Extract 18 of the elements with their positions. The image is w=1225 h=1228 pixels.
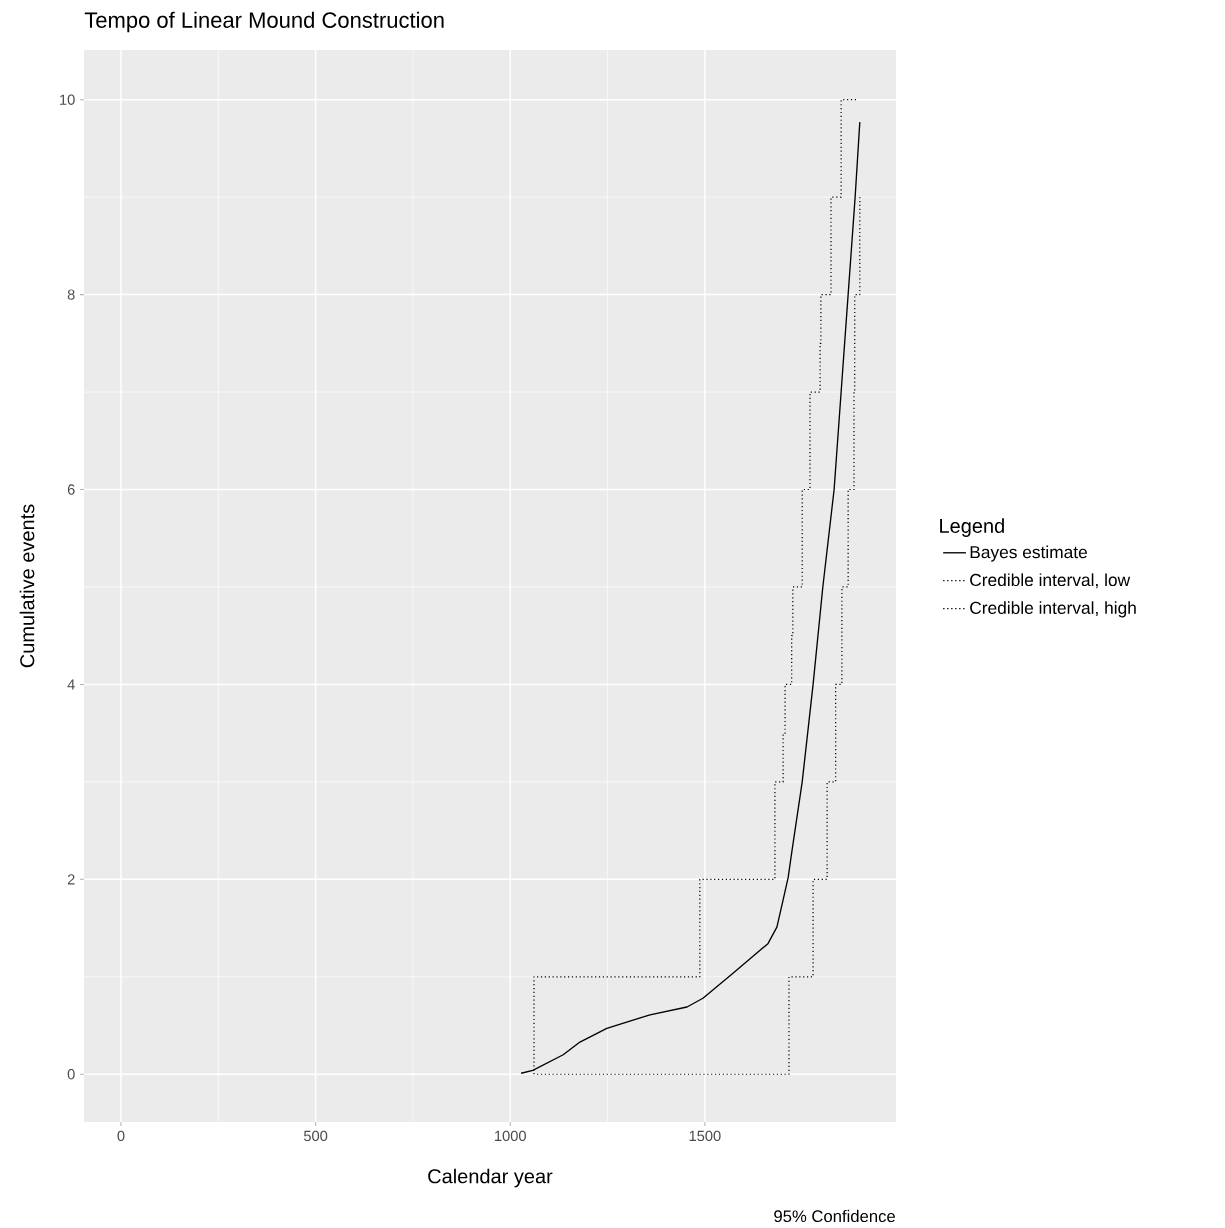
x-axis-title: Calendar year xyxy=(428,1168,553,1188)
x-tick-label: 1500 xyxy=(689,1130,721,1142)
y-tick-label: 10 xyxy=(60,94,75,105)
chart-title: Tempo of Linear Mound Construction xyxy=(84,11,444,33)
legend-label: Bayes estimate xyxy=(970,545,1087,562)
text: 95% Confidence xyxy=(774,1209,895,1223)
y-tick-label: 2 xyxy=(67,874,75,885)
y-tick-label: 0 xyxy=(67,1069,75,1080)
y-tick-label: 6 xyxy=(67,484,75,495)
y-axis-title: Cumulative events xyxy=(19,504,35,668)
y-tick-label: 4 xyxy=(67,679,75,690)
x-tick-label: 0 xyxy=(117,1130,125,1142)
legend-label: Credible interval, low xyxy=(970,573,1131,589)
x-tick-label: 1000 xyxy=(495,1130,526,1142)
legend-label: Credible interval, high xyxy=(970,601,1136,618)
y-tick-label: 8 xyxy=(67,289,75,300)
legend-title: Legend xyxy=(940,518,1004,537)
x-tick-label: 500 xyxy=(303,1130,328,1142)
